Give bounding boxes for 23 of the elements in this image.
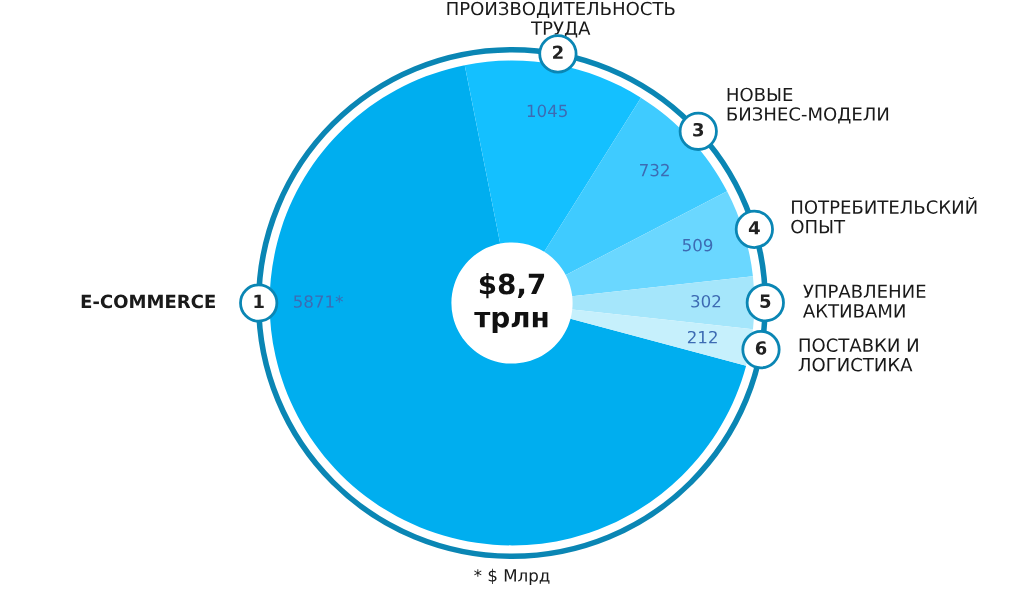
donut-slice [572, 276, 755, 330]
data-label: 302 [691, 294, 721, 308]
text: $8,7 трлн [474, 272, 548, 334]
text: * $ Млрд [474, 568, 550, 585]
slice-label: ПРОИЗВОДИТЕЛЬНОСТЬ ТРУДА [447, 1, 675, 38]
text: 6 [755, 341, 767, 355]
slice-label: E-COMMERCE [81, 294, 215, 309]
slice-label: ПОТРЕБИТЕЛЬСКИЙ ОПЫТ [791, 196, 977, 234]
text: 4 [748, 221, 760, 235]
text: 1 [254, 294, 264, 308]
data-label: 5871* [293, 295, 343, 308]
text: 2 [553, 45, 563, 59]
text: 3 [693, 122, 704, 137]
text: 5 [760, 294, 771, 308]
slice-label: ПОСТАВКИ И ЛОГИСТИКА [798, 338, 918, 372]
donut-slice [464, 60, 641, 252]
slice-label: НОВЫЕ БИЗНЕС-МОДЕЛИ [727, 87, 889, 124]
data-label: 732 [640, 163, 669, 177]
slice-label: УПРАВЛЕНИЕ АКТИВАМИ [803, 284, 926, 318]
data-label: 509 [682, 238, 713, 252]
data-label: 212 [687, 330, 717, 344]
data-label: 1045 [527, 104, 567, 118]
donut-slice [570, 309, 753, 366]
